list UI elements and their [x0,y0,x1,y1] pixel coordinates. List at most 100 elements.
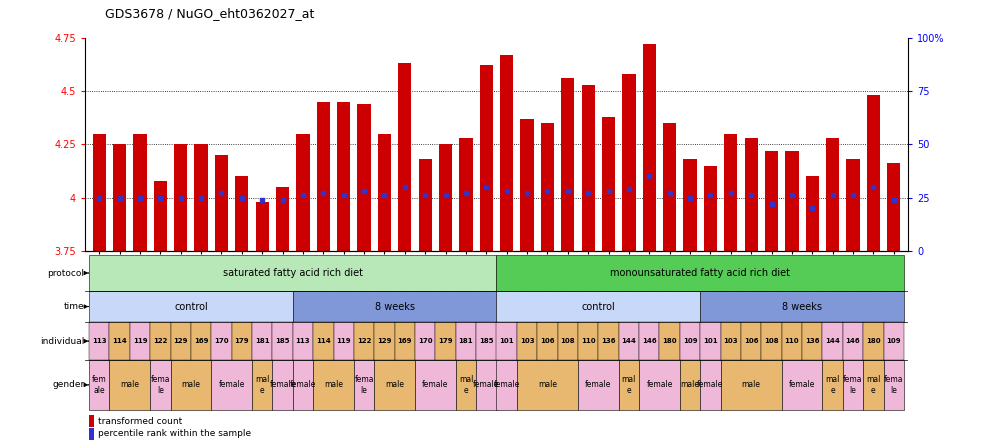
Bar [782,322,802,360]
Bar [578,322,598,360]
Bar [109,360,150,410]
Bar [415,360,456,410]
Bar [171,322,191,360]
Text: mal
e: mal e [825,375,840,395]
Point [295,192,311,199]
Text: male: male [681,381,700,389]
Text: 129: 129 [377,338,392,344]
Point [662,190,678,197]
Text: female: female [422,381,449,389]
Bar [700,291,904,322]
Text: 106: 106 [744,338,758,344]
Text: 101: 101 [703,338,718,344]
Point [213,190,229,197]
Bar [721,322,741,360]
Text: 144: 144 [621,338,636,344]
Bar [643,44,656,251]
Text: male: male [120,381,139,389]
Text: 110: 110 [785,338,799,344]
Text: fema
le: fema le [354,375,374,395]
Bar [89,255,496,291]
Bar [496,291,700,322]
Point [886,196,902,203]
Text: 146: 146 [642,338,657,344]
Bar [476,360,496,410]
Bar [843,360,863,410]
Text: saturated fatty acid rich diet: saturated fatty acid rich diet [223,268,363,278]
Bar [846,159,860,251]
Bar [619,322,639,360]
Text: fem
ale: fem ale [92,375,107,395]
Bar [93,134,106,251]
Text: 170: 170 [214,338,229,344]
Text: mal
e: mal e [866,375,881,395]
Bar [517,360,578,410]
Text: male: male [324,381,343,389]
Text: 108: 108 [560,338,575,344]
Bar [806,176,819,251]
Text: control: control [581,301,615,312]
Text: female: female [290,381,316,389]
Point [804,205,820,212]
Bar [700,322,721,360]
Text: 119: 119 [133,338,147,344]
Text: 114: 114 [112,338,127,344]
Text: 113: 113 [296,338,310,344]
Bar [252,360,272,410]
Bar [578,360,619,410]
Point [580,190,596,197]
Text: 109: 109 [683,338,697,344]
Bar [113,144,126,251]
Text: female: female [218,381,245,389]
Point [173,194,189,201]
Bar [354,360,374,410]
Bar [374,360,415,410]
Bar [724,134,737,251]
Bar [863,322,884,360]
Text: female: female [646,381,673,389]
Point [356,188,372,195]
Bar [89,415,94,428]
Text: gender: gender [52,381,85,389]
Bar [537,322,558,360]
Bar [500,55,513,251]
Text: fema
le: fema le [151,375,170,395]
Bar [700,360,721,410]
Bar [582,85,595,251]
Point [682,194,698,201]
Text: female: female [789,381,815,389]
Bar [496,360,517,410]
Bar [745,138,758,251]
Text: 119: 119 [336,338,351,344]
Bar [541,123,554,251]
Bar [683,159,697,251]
Point [621,186,637,193]
Bar [89,291,293,322]
Text: 110: 110 [581,338,595,344]
Point [152,194,168,201]
Bar [456,322,476,360]
Text: 179: 179 [235,338,249,344]
Point [254,196,270,203]
Point [784,192,800,199]
Text: 8 weeks: 8 weeks [375,301,415,312]
Text: individual: individual [40,337,85,345]
Text: mal
e: mal e [255,375,269,395]
Text: 113: 113 [92,338,107,344]
Bar [215,155,228,251]
Bar [232,322,252,360]
Bar [313,322,334,360]
Bar [171,360,211,410]
Bar [884,322,904,360]
Text: fema
le: fema le [843,375,863,395]
Point [865,183,881,190]
Point [845,192,861,199]
Point [315,190,331,197]
Point [560,188,576,195]
Bar [520,119,534,251]
Text: 169: 169 [398,338,412,344]
Point [458,190,474,197]
Bar [296,134,310,251]
Point [539,188,555,195]
Text: monounsaturated fatty acid rich diet: monounsaturated fatty acid rich diet [610,268,790,278]
